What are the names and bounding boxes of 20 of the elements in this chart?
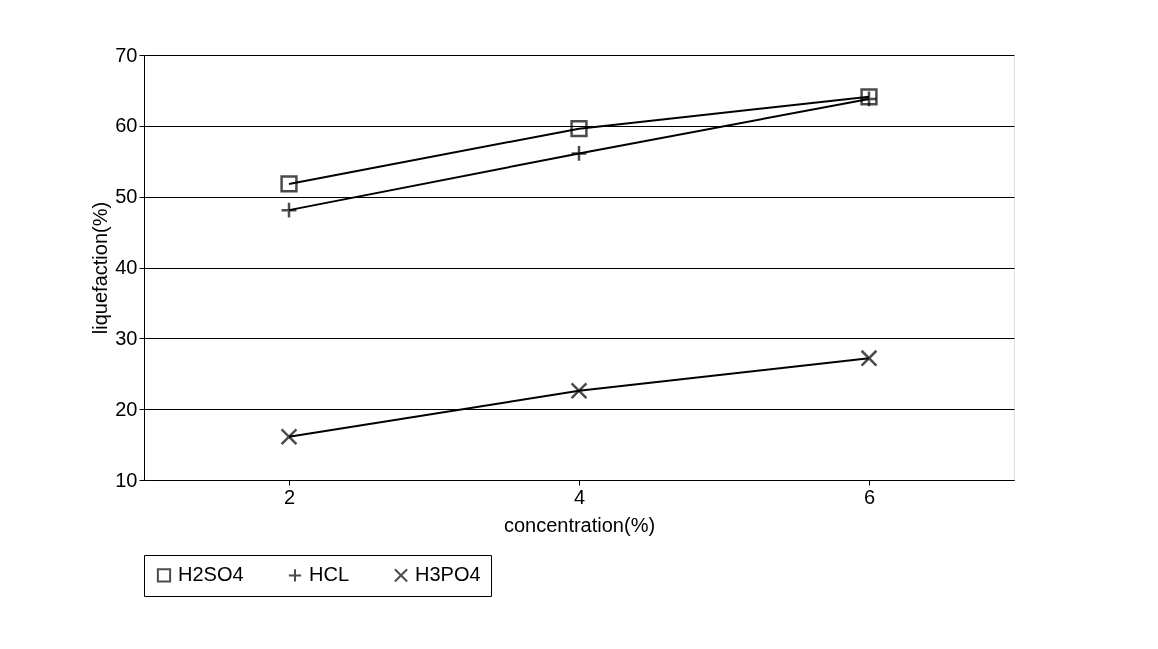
y-tick-label: 20 [115,397,138,420]
y-tick-label: 40 [115,256,138,278]
y-tick-label: 50 [115,185,138,208]
y-tick-label: 30 [115,326,138,349]
legend-label: H3PO4 [415,563,481,586]
x-axis-title: concentration(%) [503,513,656,536]
y-tick-label: 70 [115,43,138,66]
y-axis-title: liquefaction(%) [89,201,112,335]
y-tick-label: 60 [115,114,138,137]
point [280,175,298,193]
point [570,382,588,400]
point [860,349,878,367]
x-tick-label: 6 [863,485,876,508]
legend-label: HCL [309,563,350,586]
x-tick-label: 2 [283,485,296,508]
y-tick-label: 10 [115,468,138,491]
point [280,428,298,446]
legend-label: H2SO4 [178,563,244,586]
x-tick-label: 4 [573,485,586,508]
point [570,120,588,138]
